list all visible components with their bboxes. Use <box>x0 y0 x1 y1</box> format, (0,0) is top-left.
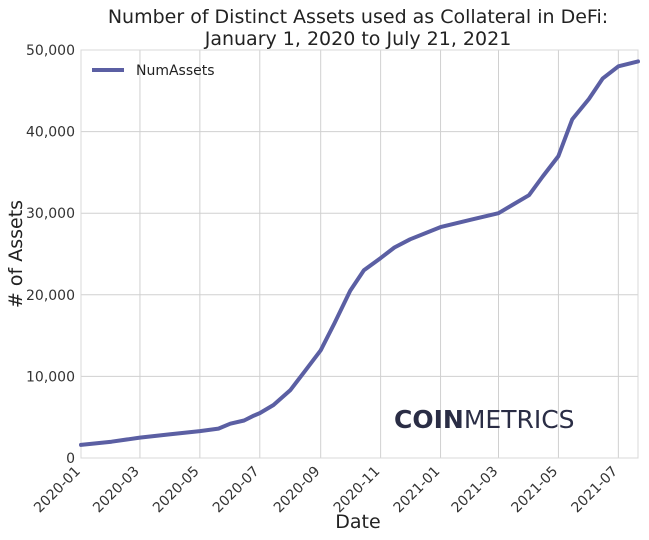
x-axis-label: Date <box>335 511 380 533</box>
y-axis-ticks: 0 10,000 20,000 30,000 40,000 50,000 <box>26 43 75 467</box>
legend: NumAssets <box>92 63 215 79</box>
legend-label: NumAssets <box>136 63 215 79</box>
y-tick-label: 0 <box>66 451 75 467</box>
x-tick-label: 2021-05 <box>509 464 562 517</box>
plot-frame <box>80 49 639 459</box>
y-tick-label: 10,000 <box>26 369 75 385</box>
x-tick-label: 2021-01 <box>391 464 444 517</box>
y-tick-label: 40,000 <box>26 125 75 141</box>
svg-text:COINMETRICS: COINMETRICS <box>394 405 575 434</box>
x-axis-ticks: 2020-01 2020-03 2020-05 2020-07 2020-09 2020-… <box>31 464 621 517</box>
y-tick-label: 20,000 <box>26 288 75 304</box>
x-tick-label: 2020-05 <box>150 464 203 517</box>
logo-text-coin: COIN <box>394 405 464 434</box>
brand-logo: COINMETRICS <box>394 405 575 434</box>
x-tick-label: 2020-09 <box>271 464 324 517</box>
y-tick-label: 30,000 <box>26 206 75 222</box>
y-tick-label: 50,000 <box>26 43 75 59</box>
logo-text-metrics: METRICS <box>464 405 575 434</box>
x-tick-label: 2021-03 <box>449 464 502 517</box>
y-axis-label: # of Assets <box>5 200 27 308</box>
series-line-numassets <box>79 59 640 447</box>
x-tick-label: 2021-07 <box>569 464 622 517</box>
x-tick-label: 2020-03 <box>90 464 143 517</box>
x-tick-label: 2020-01 <box>31 464 84 517</box>
grid <box>80 49 638 459</box>
x-tick-label: 2020-07 <box>210 464 263 517</box>
chart-title-line1: Number of Distinct Assets used as Collat… <box>108 6 608 28</box>
x-tick-label: 2020-11 <box>331 464 384 517</box>
chart-title-line2: January 1, 2020 to July 21, 2021 <box>204 28 512 50</box>
